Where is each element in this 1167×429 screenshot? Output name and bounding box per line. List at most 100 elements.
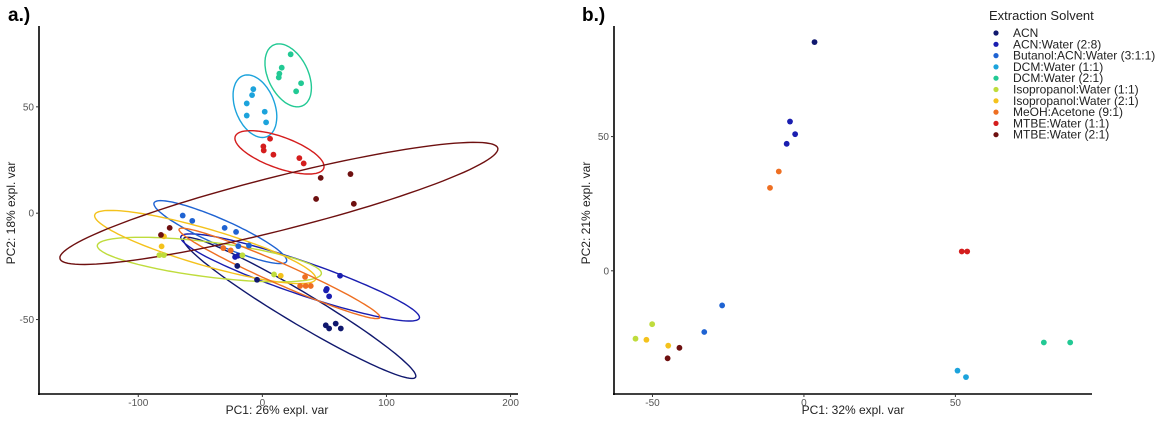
data-point	[632, 335, 639, 342]
data-point	[227, 247, 234, 254]
plot-a: -100 0 100 200 -50 0 50	[20, 26, 519, 409]
data-point	[643, 336, 650, 343]
data-point	[313, 196, 320, 202]
legend-marker	[993, 53, 999, 59]
legend-label: Isopropanol:Water (2:1)	[1013, 94, 1139, 108]
legend-marker	[993, 30, 999, 36]
legend-item: MTBE:Water (1:1)	[993, 116, 1109, 130]
data-point	[233, 229, 239, 235]
legend-marker	[993, 109, 999, 115]
legend-label: ACN:Water (2:8)	[1013, 37, 1101, 51]
data-point	[775, 168, 782, 175]
legend-marker	[993, 64, 999, 70]
data-point	[270, 151, 277, 158]
confidence-ellipse	[234, 130, 325, 175]
confidence-ellipse	[232, 74, 278, 139]
data-point	[954, 367, 961, 374]
data-point	[665, 342, 672, 349]
data-point	[326, 325, 333, 332]
data-point	[964, 248, 971, 255]
data-point	[350, 200, 357, 207]
confidence-ellipse	[182, 236, 417, 380]
data-point	[719, 302, 726, 309]
data-point	[278, 64, 285, 71]
data-point	[254, 276, 260, 283]
legend-title: Extraction Solvent	[989, 8, 1094, 23]
data-point	[263, 119, 269, 126]
data-point	[179, 212, 186, 219]
confidence-ellipse	[96, 236, 323, 283]
data-point	[220, 245, 227, 251]
data-point	[347, 171, 354, 177]
y-tick-label: 50	[23, 102, 35, 113]
data-point	[664, 355, 671, 362]
legend-item: MeOH:Acetone (9:1)	[993, 105, 1123, 119]
y-axis-title-a: PC2: 18% expl. var	[4, 162, 18, 265]
data-point	[337, 325, 344, 332]
legend-marker	[993, 41, 999, 47]
legend-label: MeOH:Acetone (9:1)	[1013, 105, 1123, 119]
confidence-ellipse	[59, 141, 499, 266]
legend-item: ACN	[993, 26, 1038, 40]
data-point	[235, 252, 241, 259]
data-point	[332, 320, 339, 327]
legend-item: MTBE:Water (2:1)	[993, 128, 1109, 142]
data-point	[156, 252, 163, 258]
data-point	[260, 147, 267, 154]
data-point	[249, 92, 255, 99]
panel-label-a: a.)	[8, 5, 30, 26]
x-tick-label: 0	[260, 398, 266, 409]
legend-item: DCM:Water (1:1)	[993, 60, 1103, 74]
legend-item: Isopropanol:Water (2:1)	[993, 94, 1139, 108]
x-axis-title-a: PC1: 26% expl. var	[226, 403, 329, 417]
x-axis-title-b: PC1: 32% expl. var	[802, 403, 905, 417]
data-point	[337, 272, 343, 279]
data-point	[302, 274, 308, 280]
confidence-ellipse	[178, 227, 381, 320]
data-point	[958, 248, 965, 255]
legend-label: MTBE:Water (1:1)	[1013, 116, 1109, 130]
legend-label: ACN	[1013, 26, 1038, 40]
legend-label: MTBE:Water (2:1)	[1013, 128, 1109, 142]
data-point	[1040, 339, 1047, 346]
data-point	[293, 88, 300, 95]
panel-label-b: b.)	[582, 5, 605, 26]
data-point	[189, 217, 196, 224]
y-tick-label: 0	[603, 266, 609, 277]
data-point	[275, 74, 282, 81]
data-point	[297, 283, 303, 289]
confidence-ellipse	[153, 199, 288, 265]
data-point	[271, 271, 277, 278]
y-tick-label: 50	[598, 132, 610, 143]
data-point	[323, 287, 329, 294]
legend-marker	[993, 86, 999, 93]
data-point	[649, 321, 656, 328]
data-point	[676, 344, 683, 351]
legend-marker	[993, 98, 999, 104]
y-axis-title-b: PC2: 21% expl. var	[579, 162, 593, 265]
data-point	[307, 283, 314, 289]
data-point	[239, 252, 246, 259]
data-point	[277, 272, 284, 279]
legend-marker	[993, 75, 999, 81]
data-point	[250, 86, 257, 93]
legend-label: DCM:Water (1:1)	[1013, 60, 1103, 74]
y-tick-label: -50	[20, 315, 35, 326]
plot-b: -50 0 50 0 50	[598, 26, 1092, 409]
data-point	[963, 374, 969, 380]
data-point	[261, 108, 268, 115]
y-tick-label: 0	[28, 209, 34, 220]
data-point	[158, 243, 165, 250]
data-point	[234, 263, 241, 269]
legend-item: Isopropanol:Water (1:1)	[993, 83, 1139, 97]
x-tick-label: -100	[128, 398, 148, 409]
data-point	[317, 174, 324, 181]
legend-label: DCM:Water (2:1)	[1013, 71, 1103, 85]
data-point	[243, 100, 250, 107]
legend-label: Butanol:ACN:Water (3:1:1)	[1013, 49, 1155, 63]
data-point	[166, 224, 173, 231]
confidence-ellipse	[179, 233, 421, 322]
x-tick-label: 100	[378, 398, 395, 409]
